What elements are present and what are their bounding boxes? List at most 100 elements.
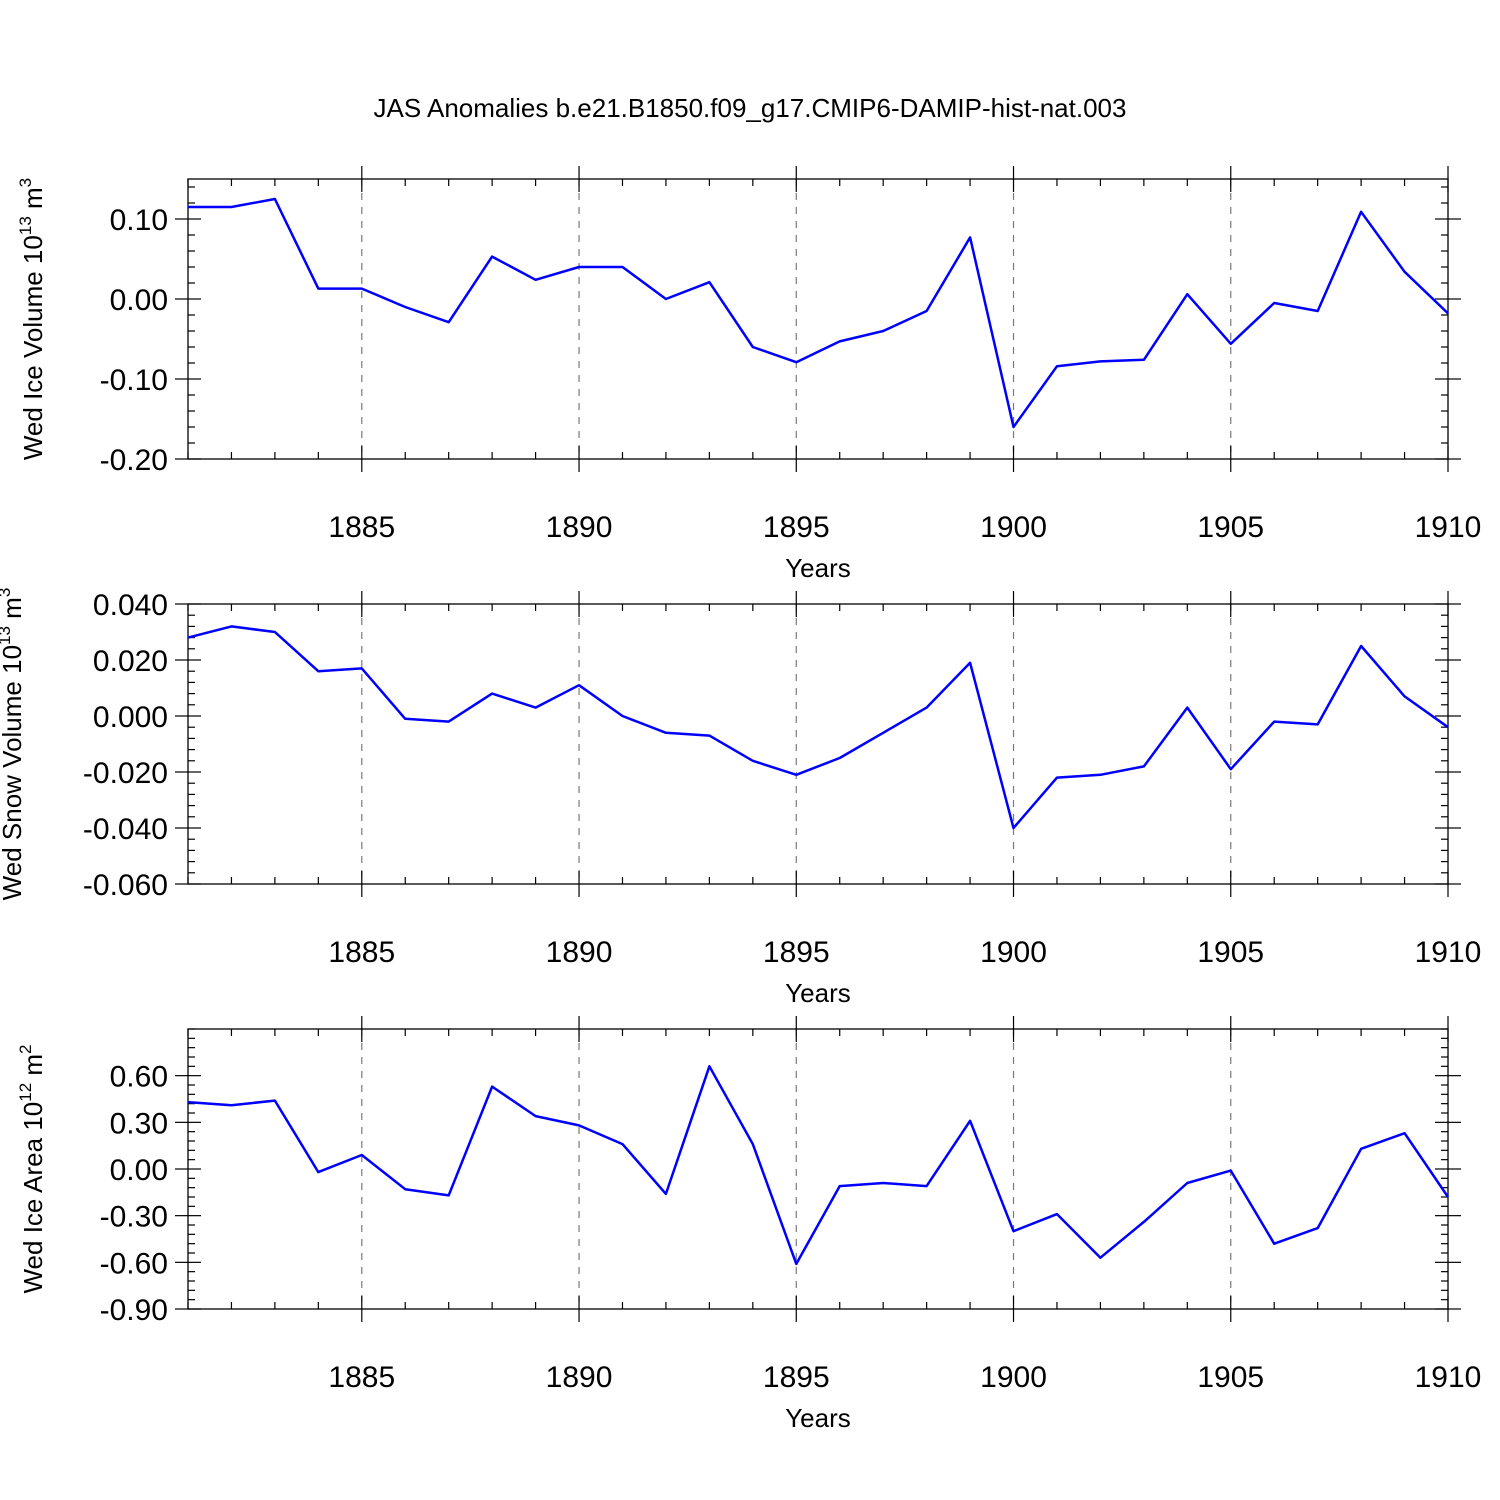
data-point xyxy=(620,714,624,718)
data-point xyxy=(1272,720,1276,724)
data-point xyxy=(881,731,885,735)
figure-title: JAS Anomalies b.e21.B1850.f09_g17.CMIP6-… xyxy=(374,93,1127,123)
data-point xyxy=(838,1184,842,1188)
data-point xyxy=(1272,301,1276,305)
panel-2: 1885 1890 1895 1900 1905 1910 0.040 0.020 0.000 -… xyxy=(0,588,1481,1008)
data-point xyxy=(1055,776,1059,780)
data-point xyxy=(794,1262,798,1266)
data-point xyxy=(403,717,407,721)
data-point xyxy=(1229,767,1233,771)
data-point xyxy=(1012,1229,1016,1233)
data-point xyxy=(447,720,451,724)
data-point xyxy=(403,305,407,309)
y-tick-label: 0.00 xyxy=(110,284,168,317)
y-axis-label-text: Wed Ice Volume 10 xyxy=(18,235,48,460)
data-point xyxy=(577,683,581,687)
data-point xyxy=(1359,210,1363,214)
y-tick-label: -0.20 xyxy=(100,444,168,477)
data-point xyxy=(925,706,929,710)
data-point xyxy=(838,339,842,343)
y-tick-label: 0.020 xyxy=(93,645,168,678)
data-point xyxy=(751,1142,755,1146)
data-point xyxy=(316,1170,320,1174)
x-tick-label: 1895 xyxy=(763,1361,830,1394)
data-point xyxy=(620,265,624,269)
data-point xyxy=(707,1064,711,1068)
y-axis-label-exponent: 13 xyxy=(0,626,14,645)
data-point xyxy=(620,1142,624,1146)
x-tick-label: 1890 xyxy=(546,936,613,969)
data-point xyxy=(1055,364,1059,368)
y-tick-label: -0.60 xyxy=(100,1247,168,1280)
data-point xyxy=(1012,826,1016,830)
data-point xyxy=(1012,425,1016,429)
y-axis-label-unit-exponent: 3 xyxy=(16,178,35,187)
data-point xyxy=(1185,292,1189,296)
x-tick-label: 1885 xyxy=(328,511,395,544)
x-tick-label: 1885 xyxy=(328,1361,395,1394)
data-point xyxy=(968,661,972,665)
data-point xyxy=(1098,773,1102,777)
y-axis-label: Wed Ice Volume 1013 m3 xyxy=(16,178,48,460)
data-point xyxy=(360,287,364,291)
y-axis-label-unit: m xyxy=(18,1054,48,1083)
series-line xyxy=(187,625,1449,830)
data-point xyxy=(1403,270,1407,274)
data-point xyxy=(1142,1220,1146,1224)
x-axis-label: Years xyxy=(785,978,851,1008)
y-tick-label: -0.10 xyxy=(100,364,168,397)
data-point xyxy=(1098,359,1102,363)
data-point xyxy=(1359,644,1363,648)
data-point xyxy=(1316,1226,1320,1230)
x-tick-label: 1905 xyxy=(1197,1361,1264,1394)
data-point xyxy=(1446,311,1450,315)
plot-frame xyxy=(187,178,1449,460)
data-point xyxy=(1272,1242,1276,1246)
y-tick-label: -0.30 xyxy=(100,1201,168,1234)
data-point xyxy=(534,278,538,282)
data-point xyxy=(838,756,842,760)
data-point xyxy=(229,624,233,628)
data-point xyxy=(316,287,320,291)
data-point xyxy=(360,1153,364,1157)
y-tick-label: 0.00 xyxy=(110,1154,168,1187)
data-point xyxy=(1446,725,1450,729)
data-point xyxy=(664,297,668,301)
data-point xyxy=(1055,1212,1059,1216)
x-tick-label: 1905 xyxy=(1197,511,1264,544)
data-point xyxy=(881,1181,885,1185)
data-point xyxy=(1185,1181,1189,1185)
data-point xyxy=(273,197,277,201)
y-axis-label: Wed Ice Area 1012 m2 xyxy=(16,1044,48,1293)
data-point xyxy=(229,1103,233,1107)
data-point xyxy=(490,255,494,259)
data-point xyxy=(1142,358,1146,362)
data-point xyxy=(968,235,972,239)
y-tick-label: 0.60 xyxy=(110,1061,168,1094)
y-tick-label: 0.040 xyxy=(93,589,168,622)
data-point xyxy=(1446,1195,1450,1199)
data-point xyxy=(1229,1169,1233,1173)
x-axis-label: Years xyxy=(785,553,851,583)
data-point xyxy=(1185,706,1189,710)
data-point xyxy=(273,630,277,634)
panels: 1885 1890 1895 1900 1905 1910 0.10 0.00 -0.10 -0.… xyxy=(0,166,1481,1433)
y-axis-label-text: Wed Snow Volume 10 xyxy=(0,645,27,900)
series-line xyxy=(187,1065,1450,1266)
y-tick-label: -0.90 xyxy=(100,1294,168,1327)
data-point xyxy=(1403,1131,1407,1135)
data-point xyxy=(447,1193,451,1197)
x-tick-label: 1885 xyxy=(328,936,395,969)
data-point xyxy=(316,669,320,673)
x-tick-label: 1895 xyxy=(763,511,830,544)
data-point xyxy=(751,345,755,349)
x-tick-label: 1910 xyxy=(1415,1361,1482,1394)
x-axis-label: Years xyxy=(785,1403,851,1433)
data-point xyxy=(925,1184,929,1188)
y-axis-label-text: Wed Ice Area 10 xyxy=(18,1102,48,1294)
data-point xyxy=(229,205,233,209)
data-point xyxy=(1142,764,1146,768)
data-point xyxy=(273,1099,277,1103)
